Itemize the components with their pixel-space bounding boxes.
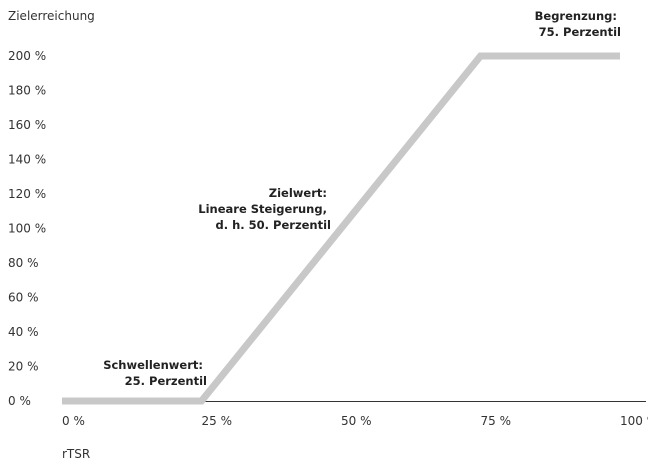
annotation-threshold: Schwellenwert: 25. Perzentil — [103, 358, 207, 388]
target-achievement-line — [62, 52, 620, 405]
x-tick-label: 0 % — [62, 414, 85, 428]
y-tick-label: 100 % — [8, 222, 46, 236]
y-tick-label: 180 % — [8, 84, 46, 98]
y-tick-label: 80 % — [8, 256, 39, 270]
y-tick-labels: 0 % 20 % 40 % 60 % 80 % 100 % 120 % 140 % 160 % 1… — [8, 49, 46, 408]
x-tick-label: 25 % — [202, 414, 233, 428]
x-tick-label: 50 % — [341, 414, 372, 428]
y-tick-label: 0 % — [8, 394, 31, 408]
y-tick-label: 200 % — [8, 49, 46, 63]
y-tick-label: 60 % — [8, 291, 39, 305]
x-tick-label: 75 % — [481, 414, 512, 428]
y-tick-label: 40 % — [8, 325, 39, 339]
y-axis-title: Zielerreichung — [8, 9, 95, 23]
y-tick-label: 140 % — [8, 153, 46, 167]
x-axis-title: rTSR — [62, 447, 90, 461]
y-tick-label: 160 % — [8, 118, 46, 132]
annotation-cap: Begrenzung: 75. Perzentil — [535, 9, 621, 39]
annotation-target: Zielwert: Lineare Steigerung, d. h. 50. … — [198, 186, 331, 232]
x-tick-label: 100 % — [620, 414, 648, 428]
y-tick-label: 20 % — [8, 360, 39, 374]
y-tick-label: 120 % — [8, 187, 46, 201]
x-tick-labels: 0 % 25 % 50 % 75 % 100 % — [62, 414, 648, 428]
